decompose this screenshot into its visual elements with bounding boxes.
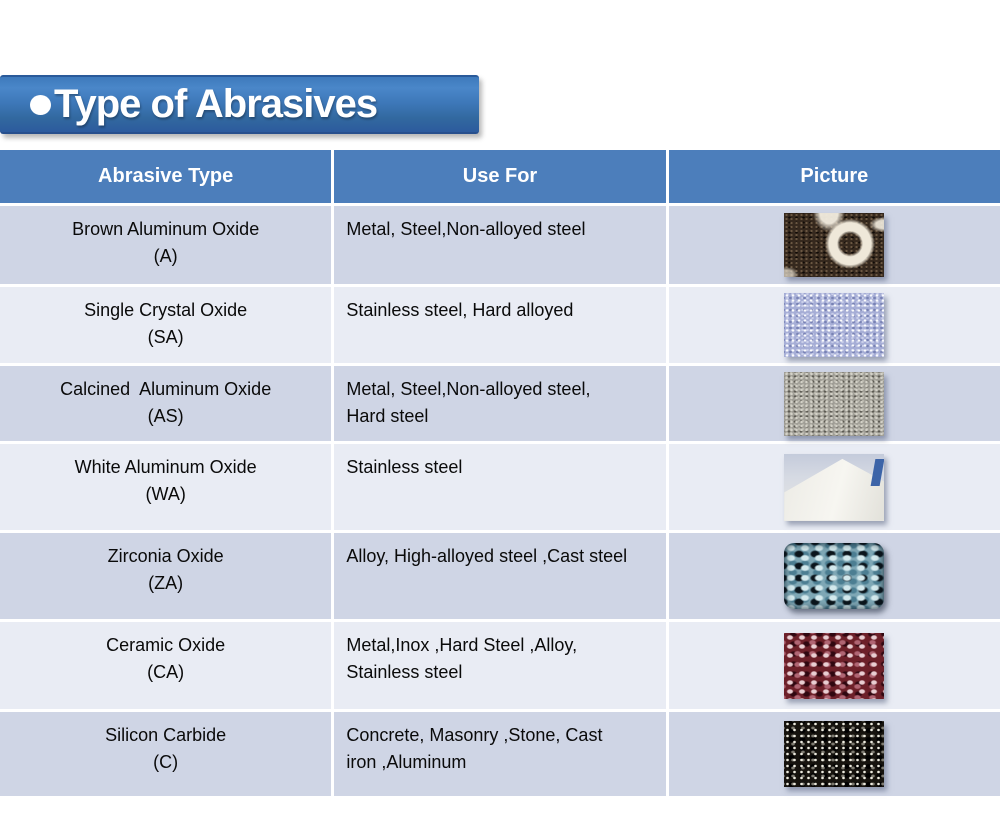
picture-cell [668,206,1000,284]
picture-cell [668,622,1000,709]
abrasive-code: (A) [153,246,178,266]
table-row: Brown Aluminum Oxide (A) Metal, Steel,Non… [0,206,1000,284]
picture-ceramic-oxide [784,632,885,699]
abrasive-name-cell: Zirconia Oxide (ZA) [0,533,332,619]
picture-cell [668,366,1000,441]
use-for-cell: Metal, Steel,Non-alloyed steel [334,206,666,284]
abrasive-code: (SA) [147,327,184,347]
table-row: Single Crystal Oxide (SA) Stainless steel… [0,287,1000,363]
picture-zirconia-oxide [784,543,885,609]
bullet-icon [30,94,51,115]
abrasive-name: Brown Aluminum Oxide [72,219,260,239]
header-use-for: Use For [334,150,666,203]
table-row: Ceramic Oxide (CA) Metal,Inox ,Hard Steel… [0,622,1000,709]
abrasive-name: Zirconia Oxide [107,546,224,566]
abrasive-name: White Aluminum Oxide [74,457,257,477]
abrasives-table: Abrasive Type Use For Picture Brown Alum… [0,150,1000,796]
title-banner: Type of Abrasives [0,75,479,134]
abrasive-code: (WA) [145,484,186,504]
picture-cell [668,444,1000,530]
table-row: Calcined Aluminum Oxide (AS) Metal, Steel… [0,366,1000,441]
page-title: Type of Abrasives [54,82,378,126]
header-picture: Picture [668,150,1000,203]
picture-single-crystal-oxide [784,293,885,357]
picture-cell [668,533,1000,619]
use-for-cell: Metal, Steel,Non-alloyed steel, Hard ste… [334,366,666,441]
abrasive-name-cell: Silicon Carbide (C) [0,712,332,796]
picture-white-aluminum-oxide [784,453,885,521]
header-abrasive-type: Abrasive Type [0,150,332,203]
picture-calcined-aluminum-oxide [784,371,885,436]
abrasive-name-cell: Brown Aluminum Oxide (A) [0,206,332,284]
use-for-cell: Alloy, High-alloyed steel ,Cast steel [334,533,666,619]
use-for-cell: Metal,Inox ,Hard Steel ,Alloy, Stainless… [334,622,666,709]
picture-silicon-carbide [784,721,885,787]
abrasive-name-cell: Single Crystal Oxide (SA) [0,287,332,363]
abrasive-name: Single Crystal Oxide [84,300,248,320]
table-row: White Aluminum Oxide (WA) Stainless steel [0,444,1000,530]
table-row: Zirconia Oxide (ZA) Alloy, High-alloyed s… [0,533,1000,619]
picture-cell [668,712,1000,796]
use-for-cell: Stainless steel, Hard alloyed [334,287,666,363]
abrasive-code: (C) [153,752,179,772]
abrasive-code: (AS) [147,406,184,426]
powder-pile [784,458,885,521]
abrasive-code: (ZA) [148,573,184,593]
abrasive-name-cell: Ceramic Oxide (CA) [0,622,332,709]
abrasive-name: Ceramic Oxide [106,635,226,655]
picture-brown-aluminum-oxide [784,213,885,277]
picture-cell [668,287,1000,363]
use-for-cell: Stainless steel [334,444,666,530]
abrasive-name: Silicon Carbide [105,725,227,745]
abrasive-name: Calcined Aluminum Oxide [60,379,272,399]
abrasive-name-cell: Calcined Aluminum Oxide (AS) [0,366,332,441]
table-header-row: Abrasive Type Use For Picture [0,150,1000,203]
table-row: Silicon Carbide (C) Concrete, Masonry ,St… [0,712,1000,796]
abrasive-name-cell: White Aluminum Oxide (WA) [0,444,332,530]
abrasive-code: (CA) [147,662,185,682]
use-for-cell: Concrete, Masonry ,Stone, Cast iron ,Alu… [334,712,666,796]
